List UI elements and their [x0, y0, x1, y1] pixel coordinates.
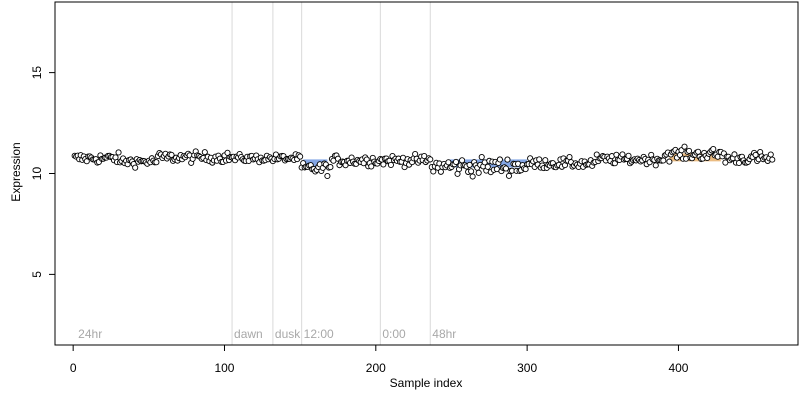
data-point	[224, 149, 231, 156]
data-point	[695, 148, 702, 155]
data-point	[115, 149, 122, 156]
data-point	[484, 163, 491, 170]
data-point	[731, 151, 738, 158]
annotation-4: 48hr	[432, 327, 456, 341]
data-point	[430, 168, 437, 175]
data-point	[153, 159, 160, 166]
annotation-2: 12:00	[304, 327, 334, 341]
data-point	[459, 157, 466, 164]
time-guide-lines	[231, 2, 431, 345]
data-point	[769, 156, 776, 163]
data-point	[681, 143, 688, 150]
data-point	[380, 161, 387, 168]
data-point	[469, 173, 476, 180]
x-tick-label-100: 100	[214, 361, 234, 375]
data-point	[387, 161, 394, 168]
data-point	[566, 154, 573, 161]
y-axis-title: Expression	[9, 142, 23, 201]
data-point	[666, 158, 673, 165]
y-axis: 5 10 15	[30, 66, 56, 278]
data-point	[735, 159, 743, 167]
data-point	[468, 168, 475, 175]
x-tick-label-200: 200	[366, 361, 386, 375]
data-point	[722, 159, 729, 166]
annotation-24hr: 24hr	[78, 327, 102, 341]
annotation-3: 0:00	[382, 327, 406, 341]
data-point	[427, 156, 434, 163]
data-point	[542, 157, 549, 164]
data-point	[593, 151, 600, 158]
data-point	[132, 164, 139, 171]
data-point	[452, 158, 460, 165]
data-point	[522, 166, 529, 173]
y-tick-label-5: 5	[30, 271, 44, 278]
highlight-band-0	[303, 159, 328, 168]
x-tick-label-0: 0	[70, 361, 77, 375]
data-point	[660, 157, 667, 164]
x-tick-label-400: 400	[668, 361, 688, 375]
data-point	[327, 164, 334, 171]
data-points	[71, 143, 776, 180]
plot-frame	[54, 1, 799, 346]
data-point	[536, 156, 543, 163]
data-point	[685, 147, 693, 154]
data-point	[496, 156, 503, 163]
y-tick-label-15: 15	[30, 66, 44, 80]
data-point	[368, 163, 375, 170]
data-point	[475, 169, 482, 176]
annotation-0: dawn	[234, 327, 263, 341]
x-axis: 0 100 200 300 400	[70, 344, 689, 375]
data-point	[297, 153, 304, 160]
data-point	[710, 145, 717, 153]
x-tick-label-300: 300	[517, 361, 537, 375]
data-point	[201, 149, 208, 156]
data-point	[752, 151, 759, 158]
data-point	[168, 151, 175, 158]
x-axis-title: Sample index	[390, 376, 463, 390]
time-annotations: 24hr dawn dusk 12:00 0:00 48hr	[78, 327, 456, 341]
data-point	[504, 156, 511, 163]
data-point	[652, 162, 659, 169]
data-point	[478, 154, 485, 161]
data-point	[502, 165, 509, 172]
y-tick-label-10: 10	[30, 167, 44, 181]
data-point	[625, 152, 632, 159]
data-point	[466, 161, 473, 168]
annotation-1: dusk	[275, 327, 301, 341]
data-point	[767, 151, 774, 158]
data-point	[324, 172, 331, 180]
